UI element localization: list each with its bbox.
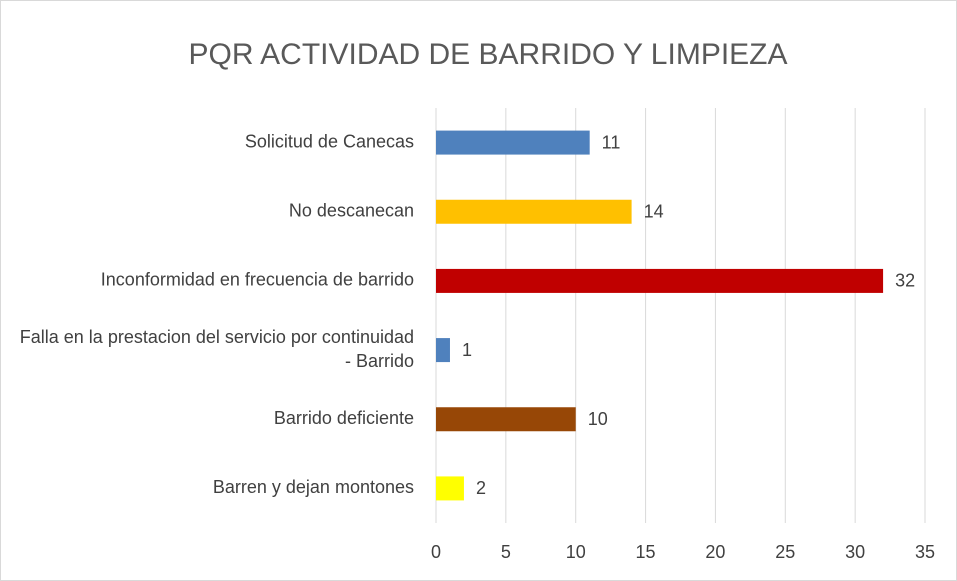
data-label: 1	[462, 340, 472, 360]
x-tick-label: 0	[431, 542, 441, 562]
x-tick-label: 10	[566, 542, 586, 562]
data-label: 10	[588, 409, 608, 429]
x-tick-label: 25	[775, 542, 795, 562]
x-tick-label: 15	[636, 542, 656, 562]
x-tick-label: 5	[501, 542, 511, 562]
x-tick-label: 30	[845, 542, 865, 562]
bar	[436, 407, 576, 432]
data-label: 14	[644, 202, 664, 222]
x-tick-label: 20	[705, 542, 725, 562]
x-tick-label: 35	[915, 542, 935, 562]
y-tick-label: Barrido deficiente	[274, 408, 414, 428]
y-tick-label: Inconformidad en frecuencia de barrido	[101, 270, 414, 290]
bar	[436, 338, 450, 363]
y-tick-label: No descanecan	[289, 201, 414, 221]
data-label: 2	[476, 478, 486, 498]
bar	[436, 268, 884, 293]
bar	[436, 130, 590, 155]
bar	[436, 199, 632, 224]
data-label: 11	[602, 132, 621, 152]
chart-title: PQR ACTIVIDAD DE BARRIDO Y LIMPIEZA	[188, 38, 787, 71]
y-tick-label: Barren y dejan montones	[213, 477, 414, 497]
data-label: 32	[895, 271, 915, 291]
bar	[436, 476, 464, 501]
y-tick-label: Falla en la prestacion del servicio por …	[20, 327, 414, 371]
y-tick-label: Solicitud de Canecas	[245, 131, 414, 151]
